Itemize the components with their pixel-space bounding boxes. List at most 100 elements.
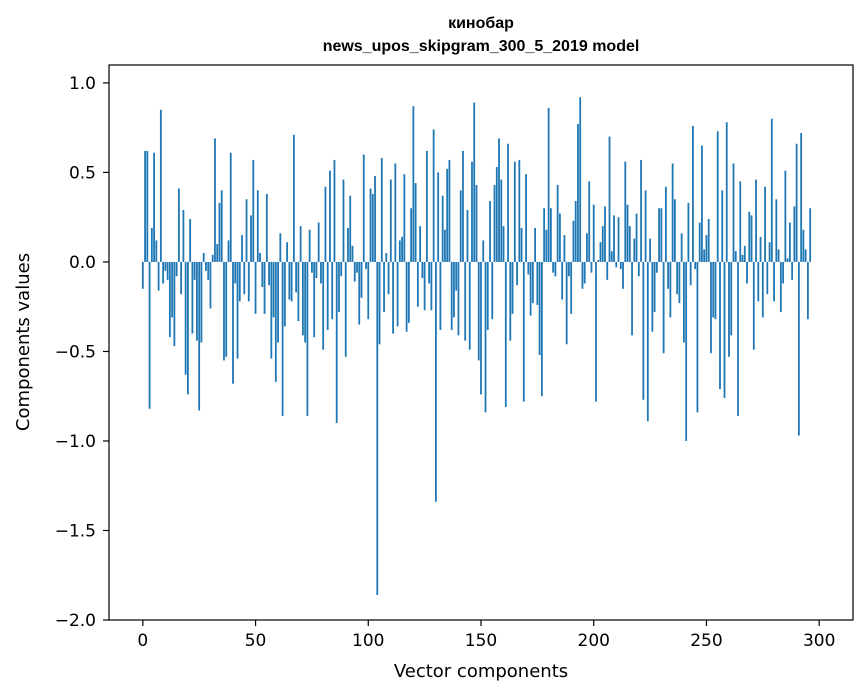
bar-286 <box>786 258 789 262</box>
bar-143 <box>464 261 467 341</box>
bar-208 <box>610 251 613 262</box>
bar-100 <box>367 261 370 320</box>
bar-6 <box>155 240 158 262</box>
bar-73 <box>306 261 309 416</box>
bar-22 <box>191 261 194 334</box>
bar-82 <box>326 261 329 330</box>
bar-259 <box>725 122 728 262</box>
bar-171 <box>527 261 530 275</box>
bar-200 <box>592 204 595 262</box>
bar-145 <box>468 261 471 350</box>
bar-132 <box>439 261 442 330</box>
bar-288 <box>791 261 794 280</box>
x-tick-label: 50 <box>245 631 267 651</box>
bar-147 <box>473 102 476 262</box>
bar-178 <box>543 208 546 262</box>
bar-93 <box>351 245 354 262</box>
bar-8 <box>159 109 162 262</box>
bar-76 <box>313 261 316 338</box>
bar-224 <box>646 261 649 422</box>
bar-144 <box>466 210 469 262</box>
bar-121 <box>414 183 417 262</box>
bar-43 <box>238 261 241 302</box>
bar-50 <box>254 261 257 314</box>
bar-240 <box>683 261 685 343</box>
bar-154 <box>489 201 491 262</box>
bar-189 <box>568 261 570 277</box>
bar-236 <box>673 199 676 262</box>
bar-109 <box>387 261 390 295</box>
bar-191 <box>572 220 575 262</box>
y-tick-label: −1.0 <box>55 432 96 452</box>
bar-170 <box>525 174 527 262</box>
bar-5 <box>153 152 155 262</box>
bar-44 <box>241 235 243 262</box>
bar-162 <box>507 143 509 262</box>
x-tick-label: 0 <box>137 631 148 651</box>
bar-34 <box>218 202 221 262</box>
x-tick-label: 200 <box>578 631 610 651</box>
bar-35 <box>220 190 223 262</box>
bar-90 <box>344 261 347 357</box>
bar-13 <box>171 261 174 318</box>
bar-123 <box>419 226 422 262</box>
bar-276 <box>764 186 766 262</box>
bar-228 <box>655 261 658 273</box>
bar-57 <box>270 261 273 359</box>
bar-124 <box>421 261 424 279</box>
bar-36 <box>223 261 225 361</box>
bar-166 <box>516 261 518 286</box>
bar-257 <box>721 190 724 262</box>
bar-120 <box>412 106 415 262</box>
bar-38 <box>227 240 230 262</box>
bar-291 <box>797 261 800 436</box>
bar-277 <box>766 261 769 295</box>
x-tick-label: 250 <box>690 631 722 651</box>
bar-167 <box>518 159 521 262</box>
bar-241 <box>685 261 688 441</box>
bar-188 <box>565 261 568 345</box>
bar-250 <box>705 235 708 262</box>
bar-184 <box>556 184 559 262</box>
bar-246 <box>696 261 699 413</box>
bar-14 <box>173 261 176 347</box>
bar-21 <box>189 218 192 262</box>
bar-183 <box>554 261 557 277</box>
bar-207 <box>608 136 611 262</box>
bar-30 <box>209 261 212 309</box>
bar-225 <box>649 238 651 262</box>
bar-122 <box>416 261 419 307</box>
bar-278 <box>768 242 771 262</box>
bar-61 <box>279 233 282 262</box>
axes-group: 0 50 100 150 200 250 300 1.0 0.5 0.0 −0.5 −1.0 −1.5 −… <box>55 64 854 651</box>
bar-220 <box>637 261 640 277</box>
bar-69 <box>297 261 300 322</box>
bar-75 <box>311 261 313 273</box>
bar-211 <box>617 217 620 262</box>
bar-141 <box>459 190 462 262</box>
bar-7 <box>157 261 160 291</box>
bar-275 <box>761 261 764 318</box>
bar-49 <box>252 159 255 262</box>
bar-52 <box>259 252 261 262</box>
bar-215 <box>626 204 629 262</box>
bar-261 <box>730 261 733 336</box>
bar-118 <box>407 261 410 323</box>
bar-232 <box>664 186 667 262</box>
bar-106 <box>380 158 383 262</box>
bar-254 <box>714 261 717 320</box>
bar-25 <box>198 261 201 411</box>
bar-173 <box>531 261 534 304</box>
bar-103 <box>374 176 376 262</box>
bar-274 <box>759 236 762 262</box>
bar-272 <box>755 179 757 262</box>
bar-91 <box>347 227 349 262</box>
bar-96 <box>358 261 361 325</box>
bar-234 <box>669 261 672 318</box>
bar-40 <box>232 261 234 384</box>
bar-187 <box>563 235 566 262</box>
bar-10 <box>164 261 167 271</box>
bar-68 <box>295 261 298 293</box>
bar-58 <box>272 261 275 318</box>
bar-131 <box>437 172 440 262</box>
